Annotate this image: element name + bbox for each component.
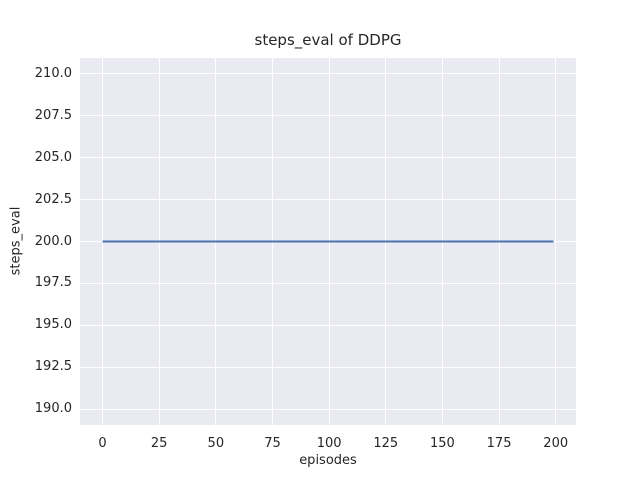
x-tick-label: 175 bbox=[486, 436, 512, 451]
y-tick-label: 202.5 bbox=[34, 191, 72, 207]
x-tick-label: 50 bbox=[207, 436, 225, 451]
y-tick-label: 195.0 bbox=[34, 317, 72, 333]
y-gridline bbox=[80, 199, 576, 201]
y-tick-label: 197.5 bbox=[34, 275, 72, 291]
y-gridline bbox=[80, 157, 576, 159]
y-gridline bbox=[80, 73, 576, 75]
x-tick-label: 75 bbox=[264, 436, 281, 451]
y-tick-label: 190.0 bbox=[34, 401, 72, 417]
y-gridline bbox=[80, 282, 576, 284]
series-layer bbox=[102, 240, 554, 243]
y-gridline bbox=[80, 366, 576, 368]
x-axis-label: episodes bbox=[299, 453, 357, 468]
x-tick-label: 100 bbox=[316, 436, 342, 451]
y-gridline bbox=[80, 408, 576, 410]
y-tick-label: 207.5 bbox=[34, 107, 72, 123]
y-tick-label: 210.0 bbox=[34, 65, 72, 81]
x-tick-label: 0 bbox=[98, 436, 107, 451]
y-tick-label: 200.0 bbox=[34, 233, 72, 249]
plot-area bbox=[80, 58, 576, 425]
x-tick-label: 25 bbox=[150, 436, 168, 451]
y-tick-label: 192.5 bbox=[34, 359, 72, 375]
y-gridline bbox=[80, 324, 576, 326]
x-tick-label: 150 bbox=[430, 436, 455, 451]
x-tick-label: 125 bbox=[373, 436, 399, 451]
x-tick-label: 200 bbox=[543, 436, 569, 451]
y-tick-label: 205.0 bbox=[34, 149, 72, 165]
y-gridline bbox=[80, 115, 576, 117]
chart-title: steps_eval of DDPG bbox=[254, 31, 402, 49]
